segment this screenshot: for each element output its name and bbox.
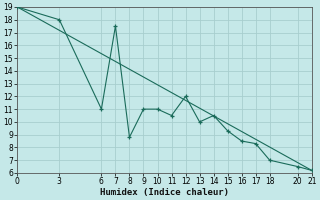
X-axis label: Humidex (Indice chaleur): Humidex (Indice chaleur) [100, 188, 229, 197]
